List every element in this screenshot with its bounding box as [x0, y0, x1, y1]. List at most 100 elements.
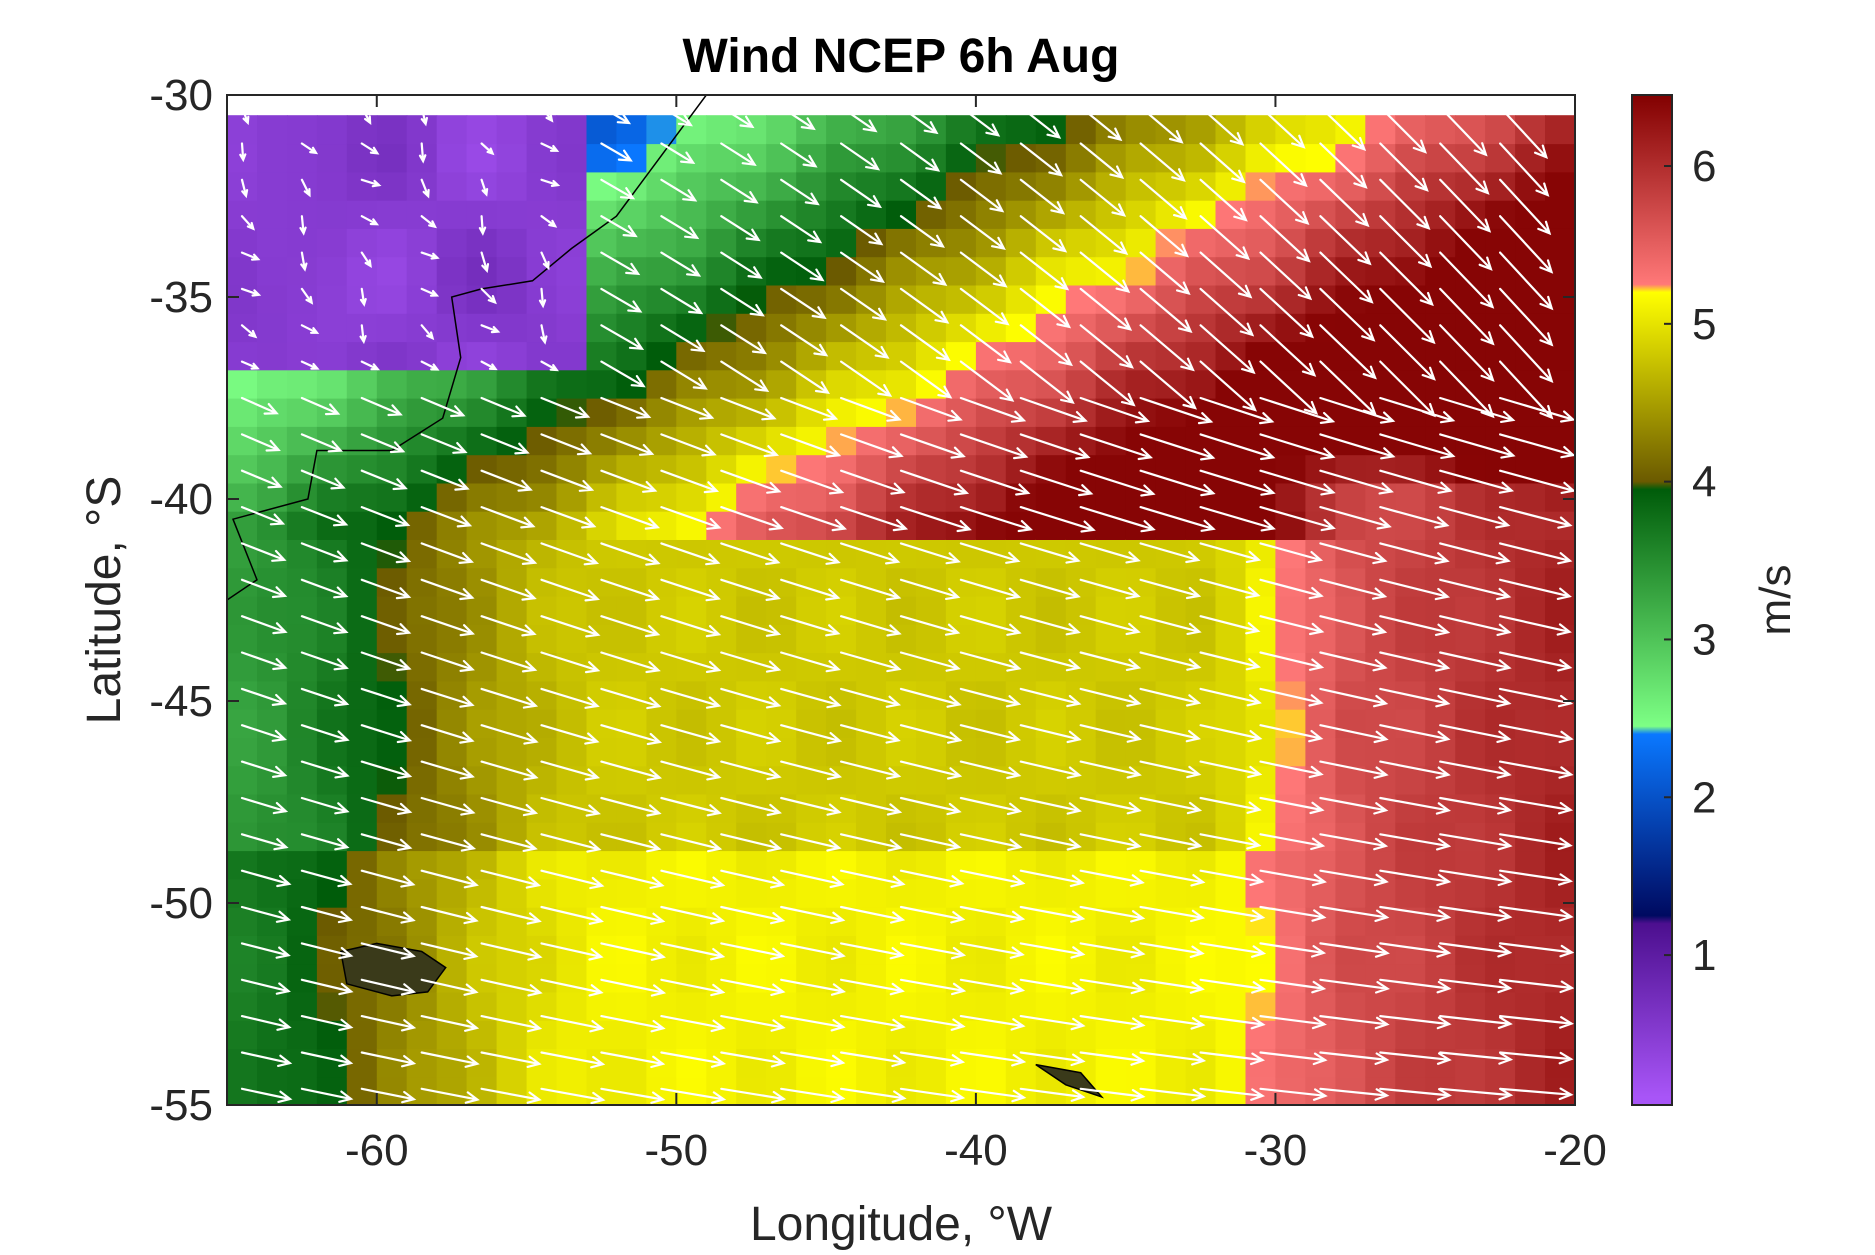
heat-cell	[1305, 765, 1336, 795]
heat-cell	[736, 200, 767, 229]
heat-cell	[736, 822, 767, 852]
heat-cell	[826, 624, 857, 654]
heat-cell	[406, 850, 438, 880]
heat-cell	[945, 341, 977, 371]
heat-cell	[1485, 171, 1516, 201]
heat-cell	[1095, 1020, 1127, 1050]
heat-cell	[1245, 256, 1277, 286]
heat-cell	[1515, 878, 1546, 908]
heat-cell	[1005, 115, 1037, 145]
heat-cell	[886, 850, 917, 880]
heat-cell	[945, 454, 977, 484]
heat-cell	[736, 398, 767, 427]
heat-cell	[1185, 709, 1217, 738]
heat-cell	[406, 511, 438, 540]
heat-cell	[676, 737, 707, 767]
heat-cell	[1155, 737, 1187, 767]
heat-cell	[1215, 878, 1247, 908]
heat-cell	[496, 256, 528, 286]
heat-cell	[975, 963, 1007, 993]
heat-cell	[556, 256, 588, 286]
heat-cell	[346, 624, 378, 654]
heat-cell	[1335, 1048, 1366, 1078]
heat-cell	[616, 482, 647, 512]
heat-cell	[496, 652, 528, 682]
heat-cell	[1095, 482, 1127, 512]
heat-cell	[227, 511, 258, 540]
heat-cell	[526, 567, 558, 597]
heat-cell	[1245, 709, 1277, 738]
heat-cell	[406, 680, 438, 710]
heat-cell	[886, 963, 917, 993]
heat-cell	[1155, 341, 1187, 371]
heat-cell	[316, 850, 348, 880]
heat-cell	[796, 737, 827, 767]
heat-cell	[1425, 426, 1456, 456]
heat-cell	[975, 313, 1007, 343]
heat-cell	[436, 313, 468, 343]
heat-cell	[227, 115, 258, 145]
heat-cell	[766, 426, 797, 456]
heat-cell	[376, 171, 408, 201]
heat-cell	[1545, 143, 1575, 173]
heat-cell	[1035, 680, 1067, 710]
heat-cell	[856, 1048, 887, 1078]
x-tick-label: -30	[1244, 1126, 1308, 1175]
heat-cell	[766, 680, 797, 710]
heat-cell	[227, 709, 258, 738]
heat-cell	[496, 143, 528, 173]
heat-cell	[1215, 793, 1247, 823]
heat-cell	[436, 793, 468, 823]
heat-cell	[1515, 1020, 1546, 1050]
heat-cell	[616, 567, 647, 597]
heat-cell	[376, 793, 408, 823]
heat-cell	[556, 398, 588, 427]
heat-cell	[916, 171, 947, 201]
heat-cell	[1365, 171, 1396, 201]
heat-cell	[1545, 454, 1575, 484]
heat-cell	[616, 991, 647, 1021]
heat-cell	[1455, 1048, 1486, 1078]
colorbar-tick-label: 5	[1692, 300, 1716, 349]
heat-cell	[676, 878, 707, 908]
heat-cell	[616, 1076, 647, 1105]
heat-cell	[1005, 369, 1037, 399]
heat-cell	[1335, 793, 1366, 823]
heat-cell	[556, 1076, 588, 1105]
heat-cell	[257, 878, 288, 908]
heat-cell	[676, 143, 707, 173]
heat-cell	[1335, 567, 1366, 597]
heat-cell	[1065, 369, 1097, 399]
heat-cell	[886, 369, 917, 399]
heat-cell	[736, 737, 767, 767]
heat-cell	[436, 878, 468, 908]
heat-cell	[1095, 596, 1127, 625]
heat-cell	[646, 963, 677, 993]
heat-cell	[616, 596, 647, 625]
heat-cell	[1425, 454, 1456, 484]
heat-cell	[286, 765, 318, 795]
heat-cell	[796, 1020, 827, 1050]
heat-cell	[1365, 596, 1396, 625]
heat-cell	[1455, 878, 1486, 908]
heat-cell	[766, 115, 797, 145]
heat-cell	[826, 143, 857, 173]
heat-cell	[1095, 454, 1127, 484]
heat-cell	[646, 652, 677, 682]
heat-cell	[586, 426, 618, 456]
heat-cell	[945, 907, 977, 936]
heat-cell	[945, 935, 977, 965]
heat-cell	[227, 1020, 258, 1050]
heat-cell	[286, 115, 318, 145]
heat-cell	[676, 482, 707, 512]
heat-cell	[1275, 171, 1306, 201]
heat-cell	[856, 822, 887, 852]
heat-cell	[1335, 369, 1366, 399]
heat-cell	[1305, 313, 1336, 343]
heat-cell	[227, 963, 258, 993]
heat-cell	[257, 313, 288, 343]
heat-cell	[556, 284, 588, 314]
heat-cell	[796, 200, 827, 229]
heat-cell	[286, 256, 318, 286]
